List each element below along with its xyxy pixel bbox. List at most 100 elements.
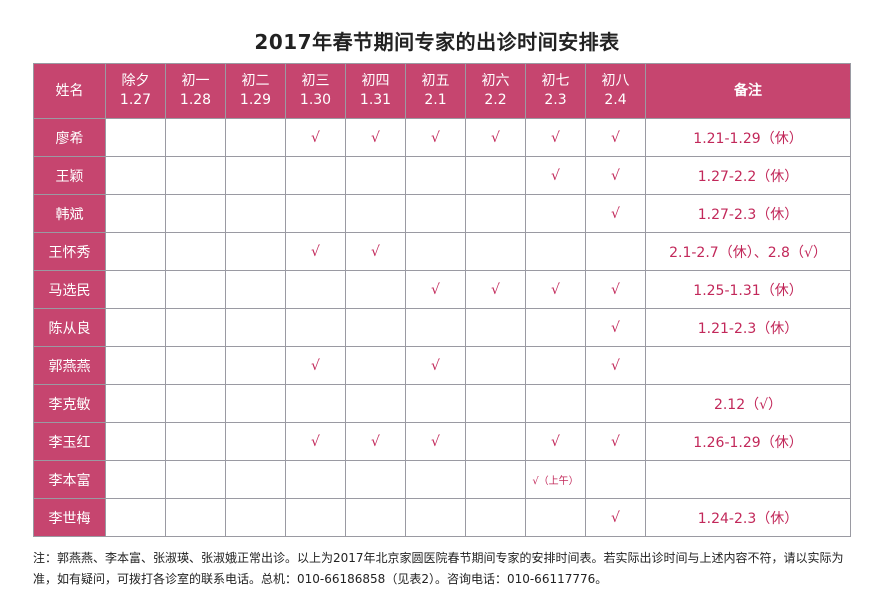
schedule-cell — [405, 384, 466, 423]
schedule-cell: √ — [525, 156, 586, 195]
schedule-cell — [105, 384, 166, 423]
note-cell — [645, 346, 851, 385]
doctor-name: 李世梅 — [33, 498, 106, 537]
schedule-cell: √ — [405, 346, 466, 385]
header-day-label: 初四 — [361, 73, 390, 89]
header-name: 姓名 — [33, 63, 106, 119]
schedule-cell — [465, 156, 526, 195]
schedule-cell: √ — [345, 118, 406, 157]
table-row: 王怀秀 √ √ 2.1-2.7（休）、2.8（√） — [33, 232, 851, 271]
schedule-cell — [105, 156, 166, 195]
header-day-label: 初三 — [301, 73, 330, 89]
schedule-cell — [525, 194, 586, 233]
schedule-cell — [165, 270, 226, 309]
note-cell: 2.1-2.7（休）、2.8（√） — [645, 232, 851, 271]
header-day-label: 除夕 — [121, 73, 150, 89]
header-day: 初二 1.29 — [225, 63, 286, 119]
schedule-cell — [345, 270, 406, 309]
table-body: 廖希 √ √ √ √ √ √ 1.21-1.29（休） 王颖 √ √ 1.27-2.2（休） 韩斌 √ 1.… — [33, 118, 851, 537]
schedule-cell: √ — [585, 194, 646, 233]
schedule-cell — [105, 498, 166, 537]
page-title: 2017年春节期间专家的出诊时间安排表 — [254, 30, 620, 54]
schedule-cell: √ — [585, 118, 646, 157]
doctor-name: 马选民 — [33, 270, 106, 309]
table-row: 李本富 √（上午） — [33, 460, 851, 499]
schedule-cell — [285, 194, 346, 233]
schedule-cell: √（上午） — [525, 460, 586, 499]
note-cell — [645, 460, 851, 499]
doctor-name: 陈从良 — [33, 308, 106, 347]
schedule-cell: √ — [585, 270, 646, 309]
table-row: 廖希 √ √ √ √ √ √ 1.21-1.29（休） — [33, 118, 851, 157]
schedule-cell — [345, 498, 406, 537]
schedule-cell — [105, 308, 166, 347]
schedule-cell: √ — [585, 308, 646, 347]
doctor-name: 韩斌 — [33, 194, 106, 233]
schedule-cell — [225, 232, 286, 271]
schedule-table: 姓名 除夕 1.27 初一 1.28 初二 1.29 初三 1.30 初四 1.31 初五 2.1 初六… — [33, 63, 851, 537]
schedule-cell — [225, 422, 286, 461]
schedule-cell: √ — [405, 118, 466, 157]
schedule-cell — [165, 194, 226, 233]
schedule-cell — [105, 232, 166, 271]
schedule-cell — [225, 460, 286, 499]
schedule-cell — [345, 308, 406, 347]
schedule-cell — [285, 308, 346, 347]
schedule-cell: √ — [525, 118, 586, 157]
schedule-cell — [525, 346, 586, 385]
table-row: 郭燕燕 √ √ √ — [33, 346, 851, 385]
schedule-cell — [465, 346, 526, 385]
schedule-cell — [345, 384, 406, 423]
header-day: 初七 2.3 — [525, 63, 586, 119]
note-cell: 1.21-1.29（休） — [645, 118, 851, 157]
schedule-cell — [165, 118, 226, 157]
note-cell: 1.24-2.3（休） — [645, 498, 851, 537]
note-cell: 1.27-2.2（休） — [645, 156, 851, 195]
schedule-cell — [165, 460, 226, 499]
schedule-cell — [225, 270, 286, 309]
schedule-cell — [405, 498, 466, 537]
header-row: 姓名 除夕 1.27 初一 1.28 初二 1.29 初三 1.30 初四 1.31 初五 2.1 初六… — [33, 63, 851, 119]
schedule-cell — [105, 422, 166, 461]
schedule-cell — [225, 194, 286, 233]
table-row: 韩斌 √ 1.27-2.3（休） — [33, 194, 851, 233]
doctor-name: 李克敏 — [33, 384, 106, 423]
header-day: 初六 2.2 — [465, 63, 526, 119]
schedule-cell — [225, 384, 286, 423]
schedule-cell — [585, 232, 646, 271]
header-day: 除夕 1.27 — [105, 63, 166, 119]
table-row: 马选民 √ √ √ √ 1.25-1.31（休） — [33, 270, 851, 309]
schedule-cell: √ — [345, 232, 406, 271]
schedule-cell — [405, 156, 466, 195]
schedule-cell — [165, 232, 226, 271]
schedule-cell — [165, 346, 226, 385]
header-day-date: 1.27 — [119, 92, 152, 108]
header-day: 初八 2.4 — [585, 63, 646, 119]
schedule-cell — [105, 270, 166, 309]
schedule-cell: √ — [285, 232, 346, 271]
schedule-cell — [105, 460, 166, 499]
header-day-date: 2.4 — [604, 92, 627, 108]
schedule-cell: √ — [525, 422, 586, 461]
doctor-name: 王颖 — [33, 156, 106, 195]
header-day-label: 初一 — [181, 73, 210, 89]
schedule-cell: √ — [405, 422, 466, 461]
schedule-cell — [465, 498, 526, 537]
doctor-name: 廖希 — [33, 118, 106, 157]
schedule-cell — [465, 460, 526, 499]
schedule-cell — [345, 346, 406, 385]
header-day: 初四 1.31 — [345, 63, 406, 119]
note-cell: 1.26-1.29（休） — [645, 422, 851, 461]
header-day-label: 初二 — [241, 73, 270, 89]
schedule-cell — [465, 232, 526, 271]
schedule-cell: √ — [285, 346, 346, 385]
schedule-cell: √ — [285, 118, 346, 157]
doctor-name: 李玉红 — [33, 422, 106, 461]
schedule-cell — [405, 308, 466, 347]
schedule-cell — [105, 194, 166, 233]
schedule-cell — [585, 460, 646, 499]
footnote: 注：郭燕燕、李本富、张淑瑛、张淑娥正常出诊。以上为2017年北京家圆医院春节期间… — [33, 551, 844, 586]
schedule-cell — [165, 384, 226, 423]
schedule-cell — [285, 384, 346, 423]
table-row: 李玉红 √ √ √ √ √ 1.26-1.29（休） — [33, 422, 851, 461]
